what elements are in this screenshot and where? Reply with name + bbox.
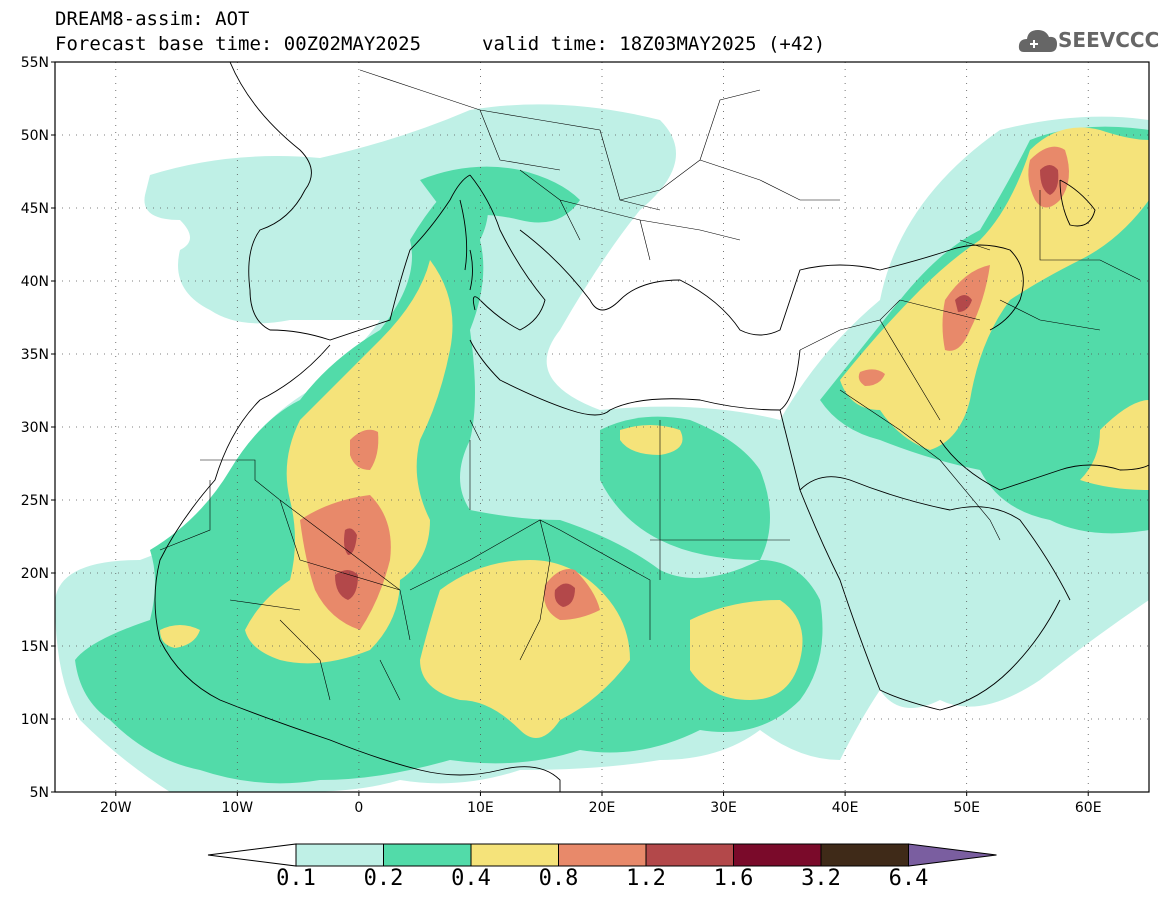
lon-tick-label: 0 xyxy=(354,800,363,816)
colorbar-segment xyxy=(820,843,909,867)
lat-tick-label: 45N xyxy=(21,201,49,217)
colorbar-segment xyxy=(470,843,559,867)
colorbar-segment xyxy=(383,843,472,867)
lon-tick-label: 40E xyxy=(832,800,859,816)
borders xyxy=(159,69,1141,701)
colorbar-label: 0.8 xyxy=(538,866,579,891)
lon-tick-label: 20W xyxy=(100,800,132,816)
lon-tick-label: 10W xyxy=(221,800,253,816)
coastlines xyxy=(154,62,1149,792)
base-time: Forecast base time: 00Z02MAY2025 xyxy=(55,33,422,55)
logo-text: SEEVCCC xyxy=(1058,28,1160,52)
lat-tick-label: 30N xyxy=(21,420,49,436)
lon-tick-label: 60E xyxy=(1075,800,1102,816)
colorbar-segment xyxy=(558,843,647,867)
colorbar-max-arrow xyxy=(908,843,997,867)
lat-tick-label: 10N xyxy=(21,712,49,728)
lon-tick-label: 10E xyxy=(467,800,494,816)
lon-tick-label: 50E xyxy=(953,800,980,816)
lat-tick-label: 35N xyxy=(21,347,49,363)
model-label: DREAM8-assim: AOT xyxy=(55,8,250,30)
colorbar-min-arrow xyxy=(207,843,297,867)
colorbar-label: 1.2 xyxy=(626,866,666,891)
lat-tick-label: 5N xyxy=(30,785,49,801)
colorbar-segment xyxy=(645,843,734,867)
colorbar-label: 0.4 xyxy=(451,866,491,891)
colorbar xyxy=(207,843,997,867)
lon-tick-label: 30E xyxy=(710,800,737,816)
colorbar-label: 1.6 xyxy=(713,866,754,891)
gridlines xyxy=(55,62,1149,792)
colorbar-label: 3.2 xyxy=(801,866,841,891)
lat-tick-label: 55N xyxy=(21,55,49,71)
lat-tick-label: 50N xyxy=(21,128,49,144)
colorbar-label: 6.4 xyxy=(888,866,929,891)
colorbar-segment xyxy=(733,843,822,867)
lat-tick-label: 25N xyxy=(21,493,49,509)
lon-tick-labels: 20W 10W 0 10E 20E 30E 40E 50E 60E xyxy=(100,792,1102,816)
lat-tick-label: 40N xyxy=(21,274,49,290)
lat-tick-labels: 55N 50N 45N 40N 35N 30N 25N 20N 15N 10N 5N xyxy=(21,55,55,801)
valid-time: valid time: 18Z03MAY2025 (+42) xyxy=(482,33,826,55)
lat-tick-label: 15N xyxy=(21,639,49,655)
cloud-icon xyxy=(1018,30,1057,52)
colorbar-label: 0.1 xyxy=(276,866,316,891)
lat-tick-label: 20N xyxy=(21,566,49,582)
lon-tick-label: 20E xyxy=(589,800,616,816)
colorbar-segment xyxy=(295,843,384,867)
colorbar-label: 0.2 xyxy=(363,866,404,891)
